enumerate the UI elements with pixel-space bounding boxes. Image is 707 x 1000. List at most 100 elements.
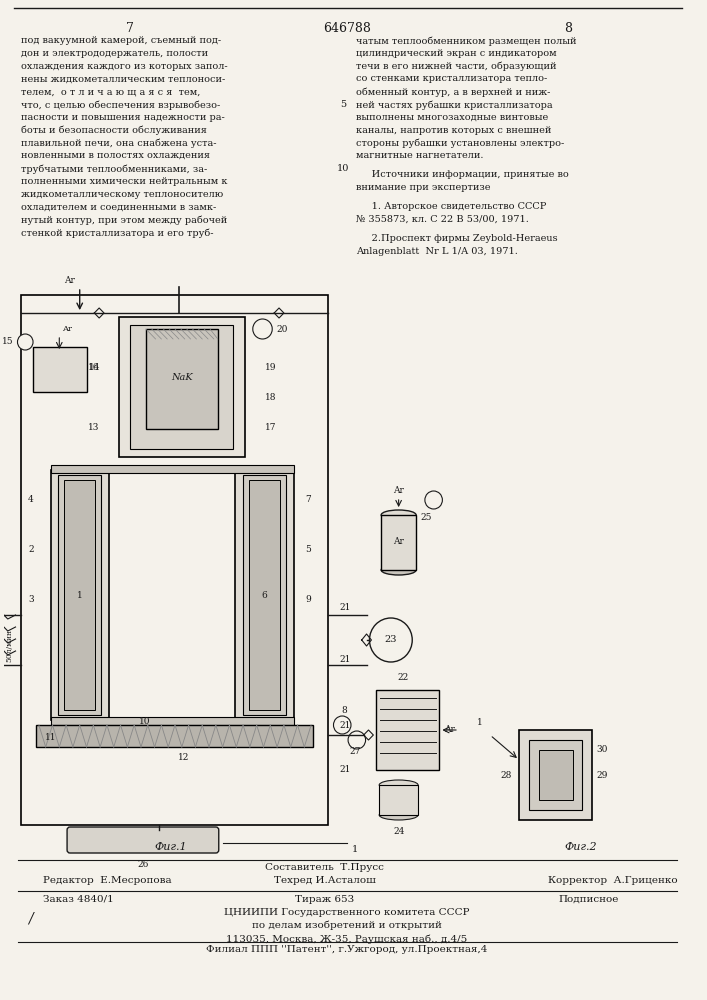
Bar — [249, 480, 280, 710]
Text: Anlagenblatt  Nr L 1/A 03, 1971.: Anlagenblatt Nr L 1/A 03, 1971. — [356, 247, 518, 256]
Text: Ar: Ar — [444, 726, 455, 734]
Circle shape — [334, 716, 351, 734]
Bar — [146, 329, 218, 429]
Text: 29: 29 — [596, 770, 607, 780]
Text: Подписное: Подписное — [558, 895, 619, 904]
Text: Филиал ППП ''Патент'', г.Ужгород, ул.Проектная,4: Филиал ППП ''Патент'', г.Ужгород, ул.Про… — [206, 945, 488, 954]
FancyBboxPatch shape — [67, 827, 218, 853]
Text: 1. Авторское свидетельство СССР: 1. Авторское свидетельство СССР — [356, 202, 547, 211]
Text: № 355873, кл. С 22 В 53/00, 1971.: № 355873, кл. С 22 В 53/00, 1971. — [356, 215, 529, 224]
Bar — [36, 725, 313, 747]
Text: чатым теплообменником размещен полый: чатым теплообменником размещен полый — [356, 36, 576, 45]
Text: Корректор  А.Гриценко: Корректор А.Гриценко — [549, 876, 678, 885]
Circle shape — [101, 568, 111, 578]
Text: 16: 16 — [88, 362, 99, 371]
Circle shape — [101, 546, 111, 556]
Text: под вакуумной камерой, съемный под-: под вакуумной камерой, съемный под- — [21, 36, 221, 45]
Text: 24: 24 — [393, 827, 404, 836]
Circle shape — [49, 502, 58, 512]
Circle shape — [101, 678, 111, 688]
Circle shape — [233, 568, 243, 578]
Text: охлаждения каждого из которых запол-: охлаждения каждого из которых запол- — [21, 62, 228, 71]
Bar — [130, 325, 233, 449]
Text: полненными химически нейтральным к: полненными химически нейтральным к — [21, 177, 228, 186]
Circle shape — [49, 524, 58, 534]
Circle shape — [49, 656, 58, 666]
Text: 26: 26 — [137, 860, 148, 869]
Text: плавильной печи, она снабжена уста-: плавильной печи, она снабжена уста- — [21, 138, 217, 148]
Text: жидкометаллическому теплоносителю: жидкометаллическому теплоносителю — [21, 190, 223, 199]
Circle shape — [233, 502, 243, 512]
Text: ЦНИИПИ Государственного комитета СССР: ЦНИИПИ Государственного комитета СССР — [224, 908, 470, 917]
Bar — [64, 480, 95, 710]
Text: охладителем и соединенными в замк-: охладителем и соединенными в замк- — [21, 202, 216, 211]
Circle shape — [233, 524, 243, 534]
Circle shape — [101, 656, 111, 666]
Ellipse shape — [379, 810, 418, 820]
Text: нутый контур, при этом между рабочей: нутый контур, при этом между рабочей — [21, 215, 228, 225]
Text: 1: 1 — [352, 845, 358, 854]
Text: 11: 11 — [45, 732, 57, 742]
Text: дон и электрододержатель, полости: дон и электрододержатель, полости — [21, 49, 209, 58]
Text: 8: 8 — [341, 706, 347, 715]
Text: Фиг.2: Фиг.2 — [564, 842, 597, 852]
Text: что, с целью обеспечения взрывобезо-: что, с целью обеспечения взрывобезо- — [21, 100, 221, 109]
Text: Ar: Ar — [62, 325, 72, 333]
Circle shape — [286, 502, 296, 512]
Circle shape — [101, 502, 111, 512]
Circle shape — [286, 524, 296, 534]
Text: магнитные нагнетатели.: магнитные нагнетатели. — [356, 151, 484, 160]
Text: со стенками кристаллизатора тепло-: со стенками кристаллизатора тепло- — [356, 74, 547, 83]
Text: 20: 20 — [276, 324, 288, 334]
Text: 27: 27 — [349, 747, 361, 756]
Text: нены жидкометаллическим теплоноси-: нены жидкометаллическим теплоноси- — [21, 74, 226, 83]
Circle shape — [286, 612, 296, 622]
Circle shape — [286, 480, 296, 490]
Text: трубчатыми теплообменниками, за-: трубчатыми теплообменниками, за- — [21, 164, 208, 174]
Text: Фиг.1: Фиг.1 — [155, 842, 187, 852]
Circle shape — [101, 480, 111, 490]
Text: Ar: Ar — [64, 276, 75, 285]
Text: пасности и повышения надежности ра-: пасности и повышения надежности ра- — [21, 113, 225, 122]
Bar — [33, 347, 86, 392]
Text: NaK: NaK — [171, 372, 192, 381]
Text: 25: 25 — [420, 513, 431, 522]
Bar — [50, 717, 293, 725]
Text: течи в его нижней части, образующий: течи в его нижней части, образующий — [356, 62, 556, 71]
Text: обменный контур, а в верхней и ниж-: обменный контур, а в верхней и ниж- — [356, 87, 550, 97]
Text: каналы, напротив которых с внешней: каналы, напротив которых с внешней — [356, 126, 551, 135]
Bar — [519, 730, 592, 820]
Bar — [381, 515, 416, 570]
Text: 9: 9 — [305, 595, 311, 604]
Text: боты и безопасности обслуживания: боты и безопасности обслуживания — [21, 126, 207, 135]
Text: Редактор  Е.Месропова: Редактор Е.Месропова — [42, 876, 171, 885]
Circle shape — [286, 678, 296, 688]
Text: ней частях рубашки кристаллизатора: ней частях рубашки кристаллизатора — [356, 100, 552, 109]
Circle shape — [370, 618, 412, 662]
Ellipse shape — [381, 565, 416, 575]
Circle shape — [233, 634, 243, 644]
Text: /: / — [28, 912, 33, 926]
Text: стороны рубашки установлены электро-: стороны рубашки установлены электро- — [356, 138, 564, 148]
Text: 1: 1 — [477, 718, 483, 727]
Circle shape — [49, 590, 58, 600]
Text: внимание при экспертизе: внимание при экспертизе — [356, 183, 491, 192]
Text: 18: 18 — [264, 392, 276, 401]
Text: 5: 5 — [340, 100, 346, 109]
Circle shape — [286, 590, 296, 600]
Text: 12: 12 — [178, 753, 189, 762]
Text: 646788: 646788 — [323, 22, 371, 35]
Circle shape — [18, 334, 33, 350]
Text: 5: 5 — [305, 546, 311, 554]
Text: телем,  о т л и ч а ю щ а я с я  тем,: телем, о т л и ч а ю щ а я с я тем, — [21, 87, 201, 96]
Text: 13: 13 — [88, 422, 99, 432]
Text: Тираж 653: Тираж 653 — [295, 895, 354, 904]
Bar — [50, 470, 109, 720]
Bar — [243, 475, 286, 715]
Text: 21: 21 — [339, 602, 351, 611]
Text: 17: 17 — [264, 422, 276, 432]
Text: стенкой кристаллизатора и его труб-: стенкой кристаллизатора и его труб- — [21, 228, 214, 237]
Circle shape — [233, 590, 243, 600]
Text: 22: 22 — [397, 673, 409, 682]
Circle shape — [49, 568, 58, 578]
